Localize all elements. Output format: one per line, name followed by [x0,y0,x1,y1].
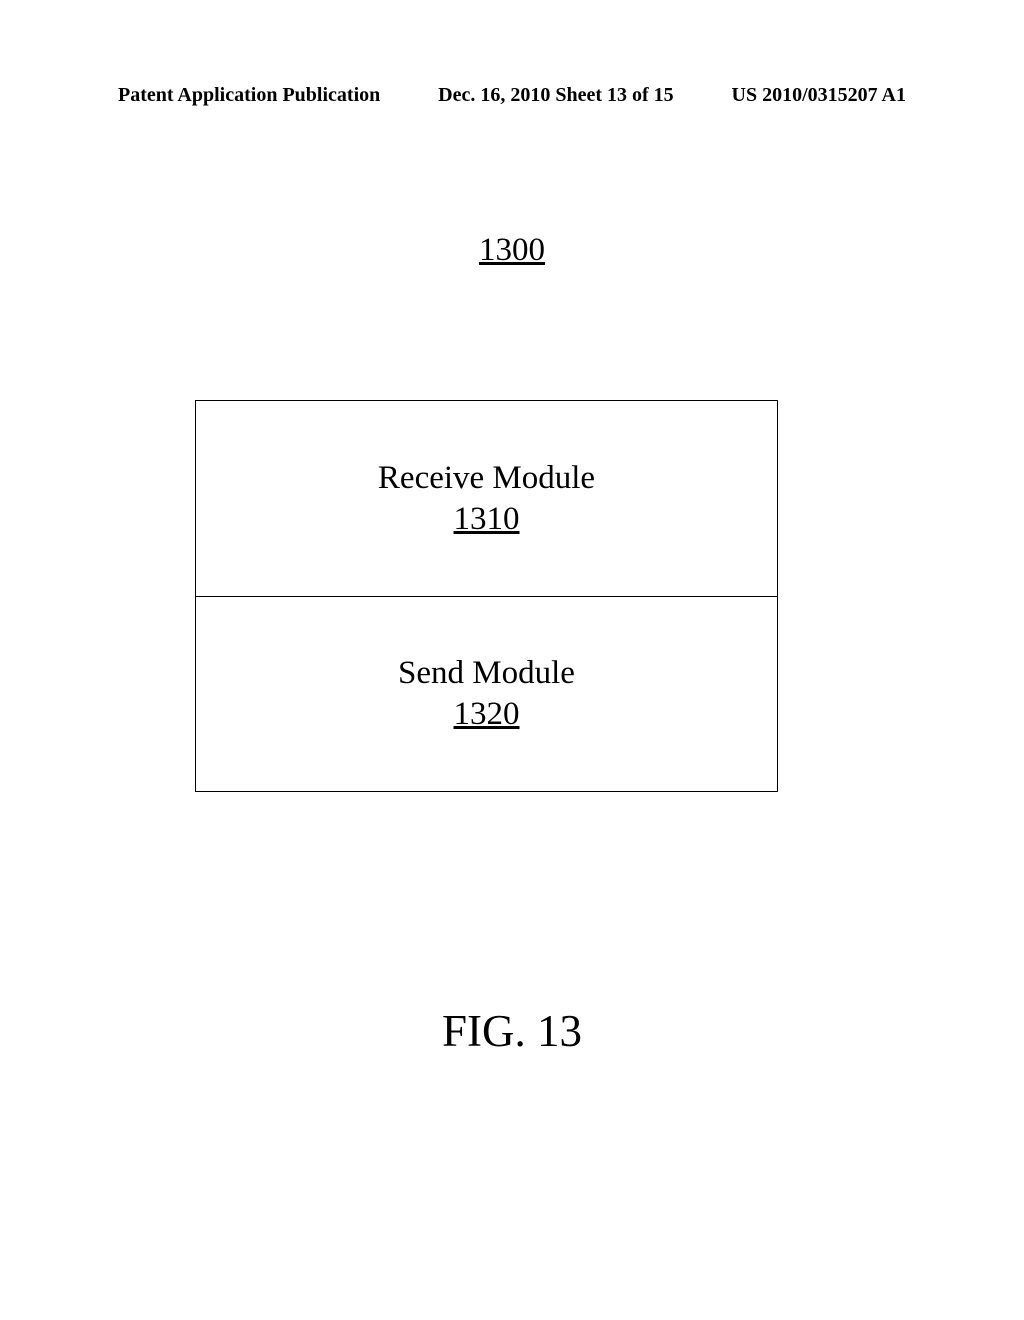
block-diagram: Receive Module 1310 Send Module 1320 [195,400,778,792]
page-header: Patent Application Publication Dec. 16, … [0,84,1024,107]
patent-page: Patent Application Publication Dec. 16, … [0,0,1024,1320]
module-number: 1320 [454,696,520,733]
header-right: US 2010/0315207 A1 [732,84,906,107]
header-center: Dec. 16, 2010 Sheet 13 of 15 [438,84,674,107]
figure-caption: FIG. 13 [0,1005,1024,1057]
module-send: Send Module 1320 [196,596,777,791]
module-receive: Receive Module 1310 [196,401,777,596]
module-label: Send Module [398,655,575,692]
module-label: Receive Module [378,460,595,497]
figure-reference-number: 1300 [0,232,1024,269]
header-left: Patent Application Publication [118,84,380,107]
module-number: 1310 [454,501,520,538]
